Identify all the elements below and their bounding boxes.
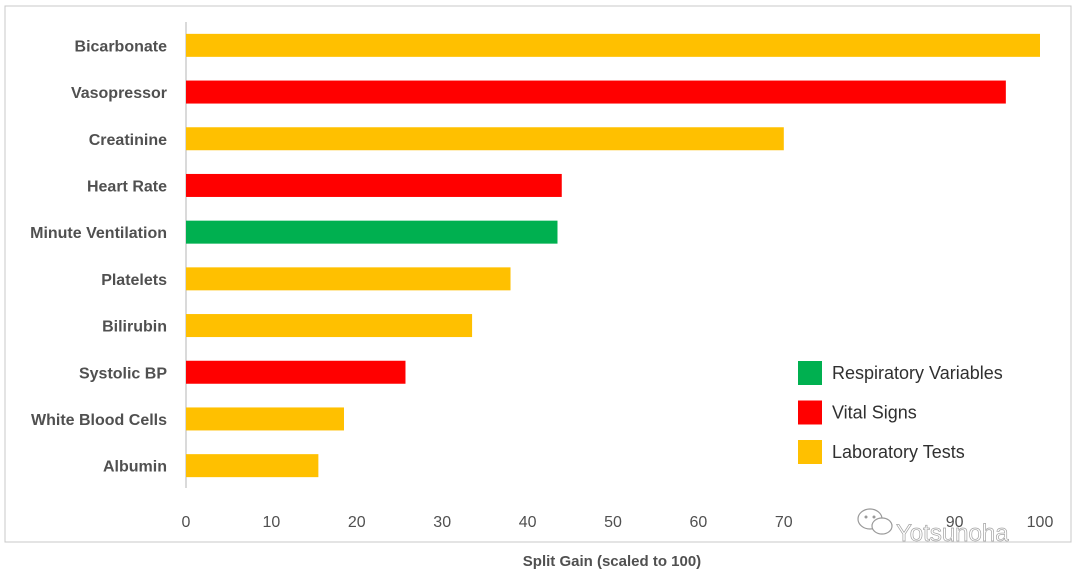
bar (186, 360, 406, 384)
bar (186, 173, 562, 197)
bar (186, 407, 344, 431)
bar (186, 314, 473, 338)
watermark: Yotsunoha (857, 508, 1010, 547)
x-axis-title: Split Gain (scaled to 100) (523, 553, 701, 570)
x-tick-label: 20 (348, 514, 366, 531)
category-label: Platelets (101, 272, 167, 289)
category-label: Bilirubin (102, 319, 167, 336)
x-tick-label: 70 (775, 514, 793, 531)
x-tick-label: 60 (690, 514, 708, 531)
legend-swatch (798, 400, 822, 425)
x-tick-label: 0 (182, 514, 191, 531)
category-label: Creatinine (89, 132, 167, 149)
legend-label: Vital Signs (832, 403, 917, 423)
legend-label: Respiratory Variables (832, 363, 1003, 383)
wechat-icon (857, 508, 893, 535)
bar (186, 267, 511, 291)
watermark-text: Yotsunoha (896, 520, 1009, 547)
bar (186, 454, 319, 478)
bar (186, 33, 1040, 57)
x-tick-label: 50 (604, 514, 622, 531)
bar (186, 220, 558, 244)
legend: Respiratory Variables Vital Signs Laborato… (798, 361, 1003, 464)
plot-area: Bicarbonate Vasopressor Creatinine Heart Ra… (30, 22, 1053, 531)
bar (186, 80, 1006, 104)
category-label: White Blood Cells (31, 412, 167, 429)
category-label: Bicarbonate (75, 38, 168, 55)
legend-label: Laboratory Tests (832, 442, 965, 462)
legend-swatch (798, 440, 822, 464)
x-tick-label: 90 (946, 514, 964, 531)
category-label: Minute Ventilation (30, 225, 167, 242)
category-label: Heart Rate (87, 178, 167, 195)
x-tick-label: 100 (1027, 514, 1054, 531)
bar (186, 127, 784, 151)
category-label: Vasopressor (71, 85, 167, 102)
x-tick-label: 30 (433, 514, 451, 531)
legend-swatch (798, 361, 822, 385)
x-tick-label: 10 (263, 514, 281, 531)
category-label: Albumin (103, 459, 167, 476)
category-label: Systolic BP (79, 365, 167, 382)
x-tick-label: 40 (519, 514, 537, 531)
